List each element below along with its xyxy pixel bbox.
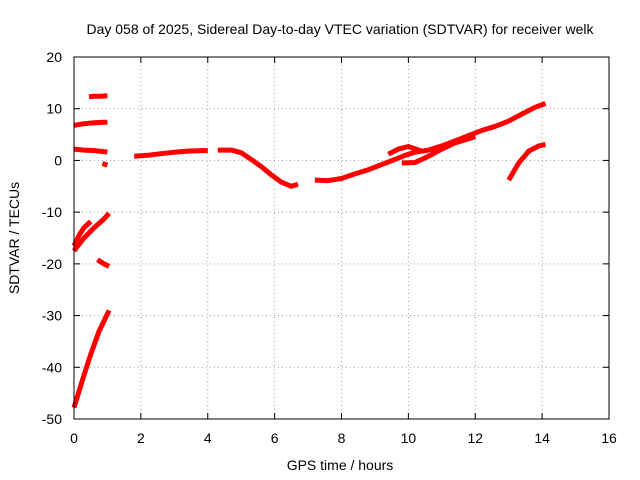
x-tick-label: 8 [338,430,346,446]
series-segment-10 [217,147,299,189]
y-tick-label: -40 [42,359,62,375]
y-tick-label: -50 [42,411,62,427]
x-tick-label: 16 [601,430,617,446]
x-axis-label: GPS time / hours [287,457,394,473]
x-tick-label: 4 [204,430,212,446]
x-tick-label: 6 [271,430,279,446]
x-tick-label: 0 [70,430,78,446]
series-segment-5 [71,219,93,247]
series-segment-9 [134,148,208,159]
axis-ticks: 0 2 4 6 8 10 12 14 16 -50 -40 -30 -20 -10 0 10 20 [42,49,617,446]
series-segment-14 [506,141,547,182]
y-tick-label: -10 [42,204,62,220]
grid [74,57,609,419]
series-segment-3 [73,146,108,155]
y-axis-label: SDTVAR / TECUs [6,182,22,294]
x-tick-label: 10 [401,430,417,446]
chart-title: Day 058 of 2025, Sidereal Day-to-day VTE… [86,21,594,37]
x-tick-label: 14 [534,430,550,446]
series-segment-13 [401,134,477,166]
y-tick-label: -30 [42,308,62,324]
y-tick-label: 10 [46,101,62,117]
series-segment-12 [387,144,423,157]
y-tick-label: 20 [46,49,62,65]
y-tick-label: 0 [54,152,62,168]
data-series [71,93,547,409]
series-segment-7 [96,257,111,269]
series-segment-6 [72,211,111,253]
series-segment-4 [101,161,109,168]
x-tick-label: 2 [137,430,145,446]
series-segment-1 [88,93,108,100]
x-tick-label: 12 [467,430,483,446]
series-segment-11 [314,101,547,184]
y-tick-label: -20 [42,256,62,272]
series-segment-8 [71,309,112,409]
series-segment-2 [73,119,108,128]
